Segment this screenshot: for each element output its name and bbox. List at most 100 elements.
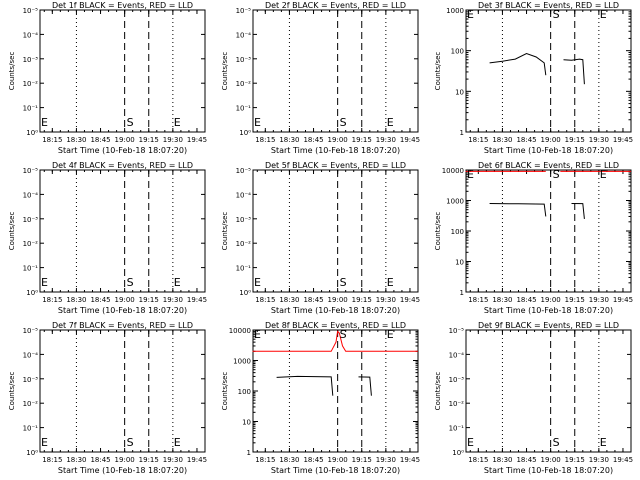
x-tick-label: 18:45 bbox=[90, 136, 110, 144]
y-tick-label: 10⁰ bbox=[239, 129, 251, 137]
x-tick-label: 19:30 bbox=[589, 296, 609, 304]
x-tick-label: 19:30 bbox=[163, 136, 183, 144]
x-tick-label: 18:15 bbox=[42, 296, 62, 304]
x-axis-label: Start Time (10-Feb-18 18:07:20) bbox=[271, 306, 400, 315]
x-tick-label: 19:15 bbox=[139, 136, 159, 144]
x-tick-label: 18:30 bbox=[66, 296, 86, 304]
y-tick-label: 10⁻¹ bbox=[236, 265, 252, 273]
x-tick-label: 19:30 bbox=[376, 456, 396, 464]
end-marker-label: E bbox=[254, 276, 261, 289]
y-tick-label: 10⁻³ bbox=[236, 56, 252, 64]
panel-title: Det 4f BLACK = Events, RED = LLD bbox=[52, 161, 193, 170]
y-tick-label: 10⁰ bbox=[26, 129, 38, 137]
y-tick-label: 10⁻² bbox=[449, 400, 465, 408]
x-tick-label: 19:30 bbox=[163, 296, 183, 304]
y-tick-label: 10⁻⁵ bbox=[449, 327, 465, 335]
start-marker-label: S bbox=[340, 276, 347, 289]
x-tick-label: 18:45 bbox=[90, 296, 110, 304]
x-tick-label: 19:45 bbox=[187, 456, 207, 464]
y-tick-label: 10⁻³ bbox=[23, 376, 39, 384]
detector-panel: Det 9f BLACK = Events, RED = LLD 10⁰ 10⁻¹ 1… bbox=[434, 321, 633, 475]
y-tick-label: 1 bbox=[460, 289, 464, 297]
y-tick-label: 10⁻³ bbox=[449, 376, 465, 384]
x-axis-label: Start Time (10-Feb-18 18:07:20) bbox=[271, 466, 400, 475]
y-tick-label: 10⁻⁴ bbox=[23, 31, 39, 39]
plot-frame bbox=[465, 169, 632, 293]
x-tick-label: 19:00 bbox=[115, 136, 135, 144]
end-marker-label: E bbox=[174, 276, 181, 289]
lld-series-line bbox=[252, 330, 418, 352]
y-tick-label: 1000 bbox=[446, 198, 464, 206]
end-marker-label: E bbox=[174, 116, 181, 129]
x-tick-label: 18:45 bbox=[303, 456, 323, 464]
y-tick-label: 10⁰ bbox=[452, 449, 464, 457]
panel-title: Det 5f BLACK = Events, RED = LLD bbox=[265, 161, 406, 170]
x-tick-label: 18:15 bbox=[42, 456, 62, 464]
y-tick-label: 10⁻⁴ bbox=[23, 351, 39, 359]
x-tick-label: 18:45 bbox=[516, 136, 536, 144]
panel-title: Det 7f BLACK = Events, RED = LLD bbox=[52, 321, 193, 330]
end-marker-label: E bbox=[467, 8, 474, 21]
y-tick-label: 10⁰ bbox=[239, 289, 251, 297]
end-marker-label: E bbox=[254, 116, 261, 129]
y-tick-label: 10⁻¹ bbox=[23, 105, 39, 113]
panel-title: Det 1f BLACK = Events, RED = LLD bbox=[52, 1, 193, 10]
y-tick-label: 1 bbox=[460, 129, 464, 137]
y-tick-label: 10⁻² bbox=[236, 240, 252, 248]
x-tick-label: 19:30 bbox=[376, 296, 396, 304]
events-series-line bbox=[489, 52, 547, 76]
x-tick-label: 18:45 bbox=[303, 296, 323, 304]
y-axis-label: Counts/sec bbox=[8, 372, 16, 411]
events-series-line bbox=[489, 203, 547, 217]
x-axis-label: Start Time (10-Feb-18 18:07:20) bbox=[484, 466, 613, 475]
x-tick-label: 19:15 bbox=[352, 296, 372, 304]
y-tick-label: 10⁻⁵ bbox=[236, 7, 252, 15]
y-tick-label: 10000 bbox=[442, 167, 464, 175]
detector-panel: Det 5f BLACK = Events, RED = LLD 10⁰ 10⁻¹ 1… bbox=[221, 161, 420, 315]
y-tick-label: 100 bbox=[238, 388, 251, 396]
y-tick-label: 10 bbox=[455, 259, 464, 267]
x-tick-label: 19:30 bbox=[376, 136, 396, 144]
x-tick-label: 19:00 bbox=[541, 456, 561, 464]
x-tick-label: 19:00 bbox=[115, 456, 135, 464]
y-axis-label: Counts/sec bbox=[221, 212, 229, 251]
end-marker-label: E bbox=[467, 168, 474, 181]
x-tick-label: 19:45 bbox=[613, 136, 633, 144]
events-series-line bbox=[563, 58, 585, 85]
start-marker-label: S bbox=[127, 276, 134, 289]
x-tick-label: 19:00 bbox=[328, 296, 348, 304]
x-tick-label: 19:00 bbox=[541, 296, 561, 304]
y-tick-label: 10⁻³ bbox=[23, 216, 39, 224]
x-tick-label: 19:45 bbox=[400, 456, 420, 464]
x-tick-label: 19:30 bbox=[163, 456, 183, 464]
y-tick-label: 10000 bbox=[229, 327, 251, 335]
x-tick-label: 19:45 bbox=[400, 136, 420, 144]
x-tick-label: 19:15 bbox=[352, 456, 372, 464]
end-marker-label: E bbox=[600, 8, 607, 21]
end-marker-label: E bbox=[41, 436, 48, 449]
start-marker-label: S bbox=[340, 328, 347, 341]
x-tick-label: 19:00 bbox=[541, 136, 561, 144]
end-marker-label: E bbox=[467, 436, 474, 449]
x-tick-label: 18:15 bbox=[255, 296, 275, 304]
x-tick-label: 18:15 bbox=[468, 136, 488, 144]
events-series-line bbox=[571, 203, 585, 219]
x-tick-label: 18:45 bbox=[516, 296, 536, 304]
end-marker-label: E bbox=[174, 436, 181, 449]
y-axis-label: Counts/sec bbox=[221, 52, 229, 91]
y-axis-label: Counts/sec bbox=[8, 212, 16, 251]
y-axis-label: Counts/sec bbox=[221, 372, 229, 411]
x-tick-label: 19:30 bbox=[589, 136, 609, 144]
detector-panel: Det 2f BLACK = Events, RED = LLD 10⁰ 10⁻¹ 1… bbox=[221, 1, 420, 155]
x-tick-label: 18:15 bbox=[255, 136, 275, 144]
y-tick-label: 10 bbox=[242, 419, 251, 427]
y-tick-label: 10⁻⁵ bbox=[23, 327, 39, 335]
plot-frame bbox=[252, 169, 419, 293]
end-marker-label: E bbox=[254, 328, 261, 341]
y-tick-label: 1000 bbox=[233, 358, 251, 366]
y-tick-label: 10⁻⁴ bbox=[236, 191, 252, 199]
plot-frame bbox=[39, 329, 206, 453]
detector-panel: Det 7f BLACK = Events, RED = LLD 10⁰ 10⁻¹ 1… bbox=[8, 321, 207, 475]
x-tick-label: 19:30 bbox=[589, 456, 609, 464]
plot-frame bbox=[465, 329, 632, 453]
